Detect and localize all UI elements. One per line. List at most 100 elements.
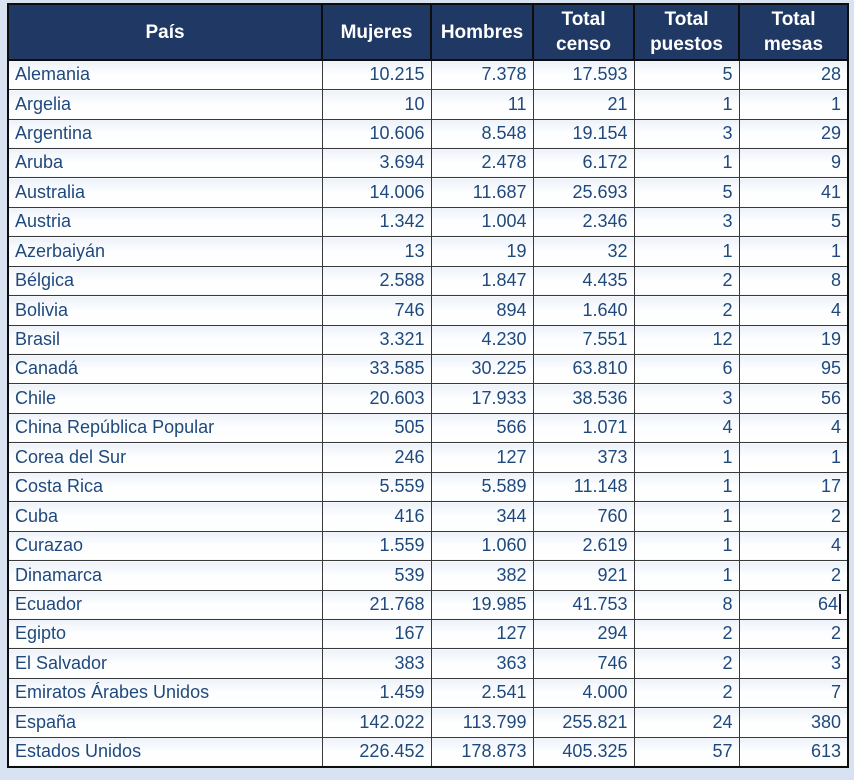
- total-mesas-cell[interactable]: 4: [738, 530, 849, 562]
- total-mesas-cell[interactable]: 9: [738, 147, 849, 179]
- total-censo-cell[interactable]: 6.172: [532, 147, 635, 179]
- mujeres-cell[interactable]: 21.768: [321, 589, 432, 620]
- mujeres-cell[interactable]: 167: [321, 618, 432, 650]
- total-mesas-cell[interactable]: 56: [738, 383, 849, 414]
- total-puestos-cell[interactable]: 6: [633, 354, 740, 385]
- total-mesas-cell[interactable]: 3: [738, 648, 849, 679]
- total-censo-cell[interactable]: 4.435: [532, 265, 635, 297]
- mujeres-cell[interactable]: 1.459: [321, 677, 432, 709]
- total-puestos-cell[interactable]: 2: [633, 677, 740, 709]
- country-cell[interactable]: Cuba: [7, 501, 323, 532]
- total-puestos-cell[interactable]: 24: [633, 707, 740, 738]
- hombres-cell[interactable]: 19.985: [430, 589, 534, 620]
- total-mesas-cell[interactable]: 1: [738, 442, 849, 473]
- total-mesas-cell[interactable]: 5: [738, 206, 849, 238]
- country-cell[interactable]: Austria: [7, 206, 323, 238]
- total-mesas-cell[interactable]: 64: [738, 589, 849, 620]
- total-puestos-cell[interactable]: 1: [633, 501, 740, 532]
- total-mesas-cell[interactable]: 380: [738, 707, 849, 738]
- mujeres-cell[interactable]: 14.006: [321, 177, 432, 208]
- total-mesas-cell[interactable]: 4: [738, 295, 849, 326]
- hombres-cell[interactable]: 1.847: [430, 265, 534, 297]
- hombres-cell[interactable]: 7.378: [430, 59, 534, 91]
- total-puestos-cell[interactable]: 1: [633, 147, 740, 179]
- total-censo-cell[interactable]: 11.148: [532, 471, 635, 503]
- hombres-cell[interactable]: 127: [430, 618, 534, 650]
- country-cell[interactable]: Chile: [7, 383, 323, 414]
- total-censo-cell[interactable]: 38.536: [532, 383, 635, 414]
- total-puestos-cell[interactable]: 12: [633, 324, 740, 356]
- total-censo-cell[interactable]: 1.071: [532, 412, 635, 444]
- hombres-cell[interactable]: 363: [430, 648, 534, 679]
- total-censo-cell[interactable]: 19.154: [532, 118, 635, 149]
- total-puestos-cell[interactable]: 1: [633, 530, 740, 562]
- total-puestos-cell[interactable]: 8: [633, 589, 740, 620]
- country-cell[interactable]: España: [7, 707, 323, 738]
- total-censo-cell[interactable]: 255.821: [532, 707, 635, 738]
- hombres-cell[interactable]: 11.687: [430, 177, 534, 208]
- total-censo-cell[interactable]: 373: [532, 442, 635, 473]
- total-puestos-cell[interactable]: 2: [633, 648, 740, 679]
- country-cell[interactable]: Corea del Sur: [7, 442, 323, 473]
- total-mesas-cell[interactable]: 1: [738, 89, 849, 120]
- country-cell[interactable]: Australia: [7, 177, 323, 208]
- hombres-cell[interactable]: 19: [430, 236, 534, 267]
- mujeres-cell[interactable]: 10.606: [321, 118, 432, 149]
- country-cell[interactable]: Brasil: [7, 324, 323, 356]
- mujeres-cell[interactable]: 416: [321, 501, 432, 532]
- country-cell[interactable]: China República Popular: [7, 412, 323, 444]
- total-puestos-cell[interactable]: 3: [633, 118, 740, 149]
- total-mesas-cell[interactable]: 17: [738, 471, 849, 503]
- hombres-cell[interactable]: 30.225: [430, 354, 534, 385]
- hombres-cell[interactable]: 127: [430, 442, 534, 473]
- total-mesas-cell[interactable]: 8: [738, 265, 849, 297]
- total-puestos-cell[interactable]: 5: [633, 177, 740, 208]
- total-censo-cell[interactable]: 17.593: [532, 59, 635, 91]
- total-mesas-cell[interactable]: 613: [738, 736, 849, 768]
- total-mesas-cell[interactable]: 41: [738, 177, 849, 208]
- mujeres-cell[interactable]: 10.215: [321, 59, 432, 91]
- mujeres-cell[interactable]: 746: [321, 295, 432, 326]
- total-censo-cell[interactable]: 21: [532, 89, 635, 120]
- total-puestos-cell[interactable]: 1: [633, 471, 740, 503]
- total-censo-cell[interactable]: 405.325: [532, 736, 635, 768]
- hombres-cell[interactable]: 2.478: [430, 147, 534, 179]
- total-mesas-cell[interactable]: 2: [738, 501, 849, 532]
- total-mesas-cell[interactable]: 1: [738, 236, 849, 267]
- country-cell[interactable]: Egipto: [7, 618, 323, 650]
- mujeres-cell[interactable]: 3.694: [321, 147, 432, 179]
- country-cell[interactable]: Alemania: [7, 59, 323, 91]
- total-censo-cell[interactable]: 41.753: [532, 589, 635, 620]
- hombres-cell[interactable]: 894: [430, 295, 534, 326]
- total-mesas-cell[interactable]: 7: [738, 677, 849, 709]
- hombres-cell[interactable]: 566: [430, 412, 534, 444]
- mujeres-cell[interactable]: 13: [321, 236, 432, 267]
- country-cell[interactable]: El Salvador: [7, 648, 323, 679]
- mujeres-cell[interactable]: 383: [321, 648, 432, 679]
- hombres-cell[interactable]: 4.230: [430, 324, 534, 356]
- mujeres-cell[interactable]: 20.603: [321, 383, 432, 414]
- hombres-cell[interactable]: 178.873: [430, 736, 534, 768]
- total-censo-cell[interactable]: 4.000: [532, 677, 635, 709]
- total-censo-cell[interactable]: 921: [532, 560, 635, 591]
- hombres-cell[interactable]: 8.548: [430, 118, 534, 149]
- country-cell[interactable]: Ecuador: [7, 589, 323, 620]
- hombres-cell[interactable]: 5.589: [430, 471, 534, 503]
- mujeres-cell[interactable]: 142.022: [321, 707, 432, 738]
- mujeres-cell[interactable]: 505: [321, 412, 432, 444]
- total-puestos-cell[interactable]: 1: [633, 89, 740, 120]
- total-puestos-cell[interactable]: 57: [633, 736, 740, 768]
- country-cell[interactable]: Bolivia: [7, 295, 323, 326]
- total-puestos-cell[interactable]: 1: [633, 236, 740, 267]
- mujeres-cell[interactable]: 2.588: [321, 265, 432, 297]
- total-puestos-cell[interactable]: 1: [633, 560, 740, 591]
- total-mesas-cell[interactable]: 19: [738, 324, 849, 356]
- hombres-cell[interactable]: 1.060: [430, 530, 534, 562]
- country-cell[interactable]: Argelia: [7, 89, 323, 120]
- mujeres-cell[interactable]: 1.559: [321, 530, 432, 562]
- hombres-cell[interactable]: 344: [430, 501, 534, 532]
- country-cell[interactable]: Emiratos Árabes Unidos: [7, 677, 323, 709]
- total-puestos-cell[interactable]: 1: [633, 442, 740, 473]
- mujeres-cell[interactable]: 246: [321, 442, 432, 473]
- country-cell[interactable]: Aruba: [7, 147, 323, 179]
